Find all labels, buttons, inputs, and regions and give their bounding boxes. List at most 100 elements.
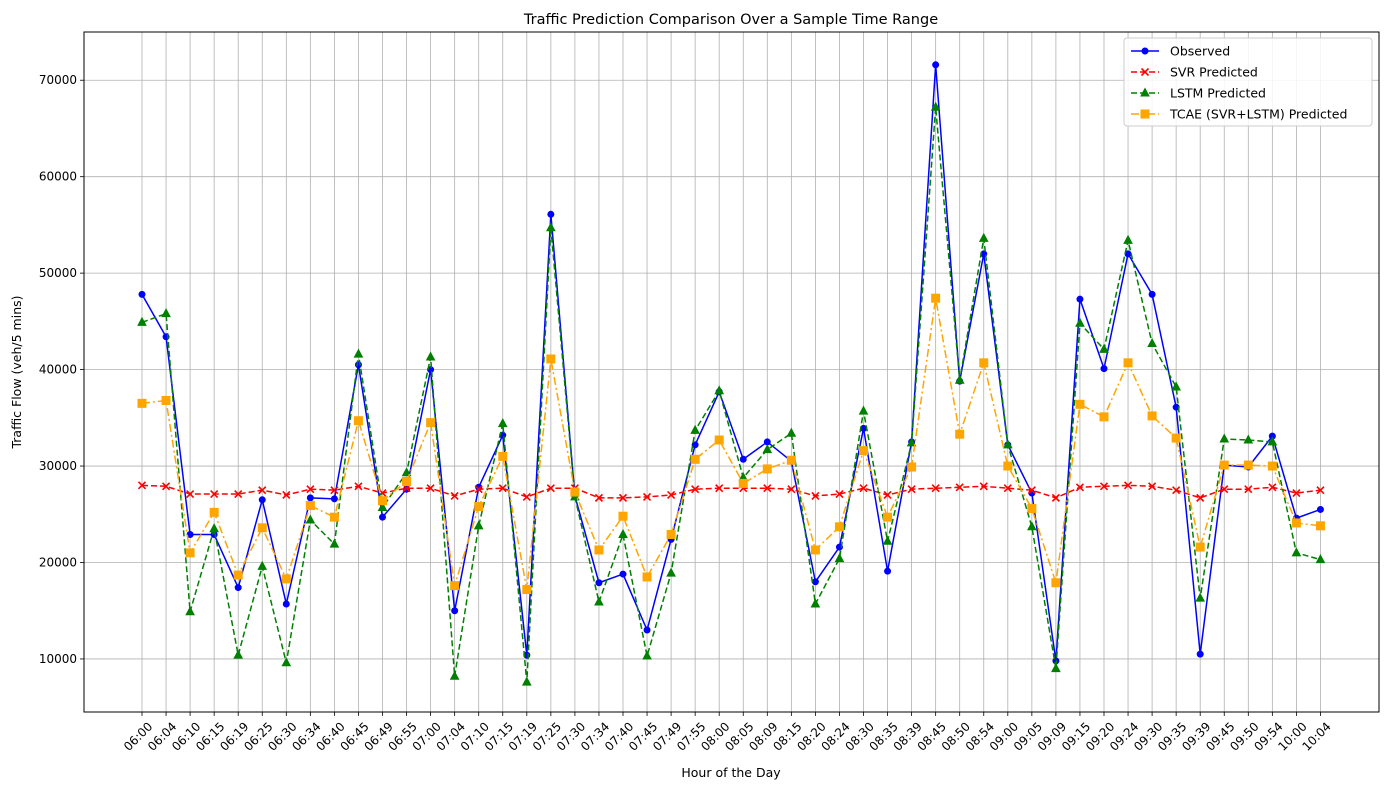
data-point: [1220, 485, 1229, 494]
y-tick-label: 30000: [39, 459, 77, 473]
data-point: [1219, 460, 1229, 470]
data-point: [859, 446, 868, 456]
data-point: [1123, 234, 1133, 244]
data-point: [1315, 521, 1325, 531]
data-point: [811, 491, 820, 501]
data-point: [1027, 503, 1037, 513]
series-2: [137, 101, 1326, 686]
data-point: [547, 210, 555, 218]
data-point: [257, 560, 268, 570]
data-point: [1196, 493, 1205, 502]
data-point: [257, 523, 267, 533]
data-point: [1171, 381, 1181, 391]
data-point: [594, 596, 604, 606]
data-point: [1100, 365, 1108, 373]
data-point: [474, 502, 484, 512]
y-tick-label: 60000: [39, 170, 77, 184]
series-1: [137, 481, 1325, 502]
legend-label: SVR Predicted: [1170, 65, 1258, 80]
data-point: [978, 232, 989, 242]
data-point: [330, 495, 338, 503]
data-point: [426, 484, 435, 493]
legend-item: TCAE (SVR+LSTM) Predicted: [1131, 107, 1347, 122]
data-point: [691, 485, 700, 494]
data-point: [906, 437, 917, 447]
series-line: [141, 106, 1321, 683]
data-point: [306, 494, 314, 502]
data-point: [233, 570, 243, 580]
data-point: [715, 484, 724, 493]
data-point: [932, 61, 940, 69]
data-point: [882, 535, 893, 545]
data-point: [1292, 488, 1301, 498]
series-layer: [137, 61, 1326, 686]
data-point: [161, 308, 171, 318]
y-tick-label: 40000: [39, 363, 77, 377]
data-point: [210, 489, 219, 499]
data-point: [954, 374, 965, 384]
data-point: [1099, 482, 1109, 491]
data-point: [137, 398, 147, 408]
data-point: [1148, 290, 1156, 298]
data-point: [473, 520, 484, 530]
data-point: [451, 607, 459, 615]
legend-marker: [1141, 47, 1149, 55]
data-point: [787, 485, 796, 494]
series-3: [137, 293, 1325, 595]
data-point: [666, 567, 676, 577]
data-point: [353, 348, 364, 358]
chart-title: Traffic Prediction Comparison Over a Sam…: [523, 12, 938, 28]
data-point: [1291, 547, 1302, 557]
data-point: [498, 451, 508, 461]
data-point: [1051, 493, 1060, 502]
data-point: [234, 489, 243, 499]
legend-marker: [1140, 109, 1150, 119]
legend-label: LSTM Predicted: [1170, 86, 1266, 101]
data-point: [955, 483, 964, 492]
legend-label: TCAE (SVR+LSTM) Predicted: [1169, 107, 1347, 122]
data-point: [595, 579, 603, 587]
data-point: [1172, 486, 1181, 495]
data-point: [1196, 650, 1204, 658]
data-point: [835, 489, 844, 499]
data-point: [1244, 485, 1253, 494]
data-point: [186, 531, 194, 539]
data-point: [185, 606, 195, 616]
data-point: [1099, 343, 1109, 353]
data-point: [305, 501, 315, 511]
data-point: [258, 496, 266, 504]
y-tick-label: 50000: [39, 266, 77, 280]
data-point: [161, 482, 171, 491]
data-point: [618, 493, 628, 502]
data-point: [642, 492, 652, 501]
data-point: [281, 574, 291, 584]
data-point: [329, 512, 339, 522]
data-point: [930, 101, 941, 111]
data-point: [402, 476, 412, 486]
data-point: [185, 548, 195, 558]
data-point: [1123, 358, 1133, 368]
data-point: [763, 438, 771, 446]
data-point: [1195, 542, 1205, 552]
y-tick-label: 20000: [39, 555, 77, 569]
data-point: [137, 316, 147, 326]
data-point: [618, 528, 628, 539]
y-tick-label: 10000: [39, 652, 77, 666]
data-point: [931, 293, 941, 303]
data-point: [1148, 482, 1157, 491]
legend-label: Observed: [1170, 44, 1230, 59]
data-point: [1003, 461, 1013, 471]
data-point: [450, 581, 460, 591]
data-point: [1002, 439, 1013, 449]
data-point: [1171, 433, 1181, 443]
data-point: [907, 462, 917, 472]
x-axis-title: Hour of the Day: [681, 765, 781, 780]
data-point: [955, 429, 965, 439]
data-point: [834, 522, 844, 532]
data-point: [690, 424, 700, 434]
data-point: [1075, 317, 1085, 327]
data-point: [522, 492, 531, 501]
y-axis-title: Traffic Flow (veh/5 mins): [9, 295, 24, 449]
data-point: [379, 513, 386, 521]
